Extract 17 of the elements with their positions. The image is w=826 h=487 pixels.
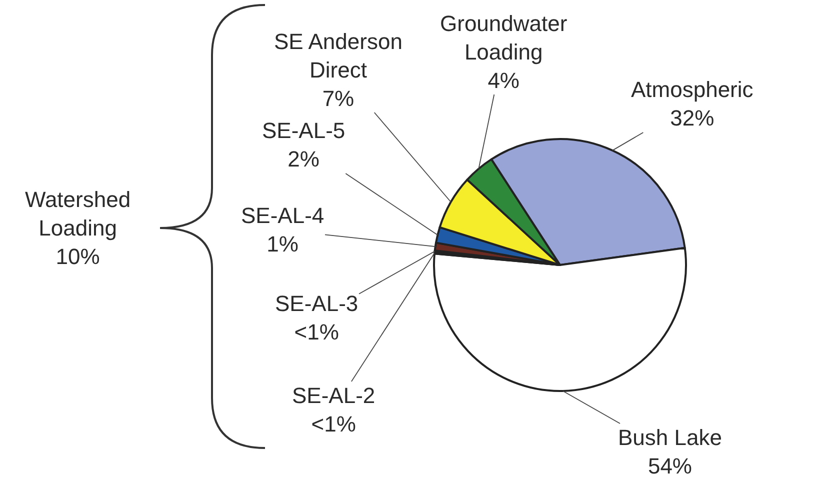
data-label: 54% — [648, 454, 692, 479]
data-label: 4% — [488, 68, 520, 94]
data-label: 7% — [322, 86, 354, 112]
slice-label: SE-AL-5 — [262, 118, 346, 143]
text: Watershed Loading 10% — [25, 187, 131, 270]
data-label: 32% — [670, 106, 714, 131]
slice-label: Atmospheric — [631, 77, 754, 102]
slice-label: SE-AL-2 — [292, 383, 376, 408]
slice-label: Groundwater Loading — [440, 11, 568, 65]
slice-label: SE Anderson Direct — [274, 29, 402, 83]
slice-label: SE-AL-4 — [241, 203, 324, 228]
data-label: 1% — [266, 232, 298, 257]
data-label: <1% — [311, 412, 356, 437]
slice-label: SE-AL-3 — [275, 291, 358, 316]
slice-label: Bush Lake — [618, 425, 722, 450]
data-label: 2% — [288, 146, 320, 172]
data-label: <1% — [294, 320, 339, 345]
